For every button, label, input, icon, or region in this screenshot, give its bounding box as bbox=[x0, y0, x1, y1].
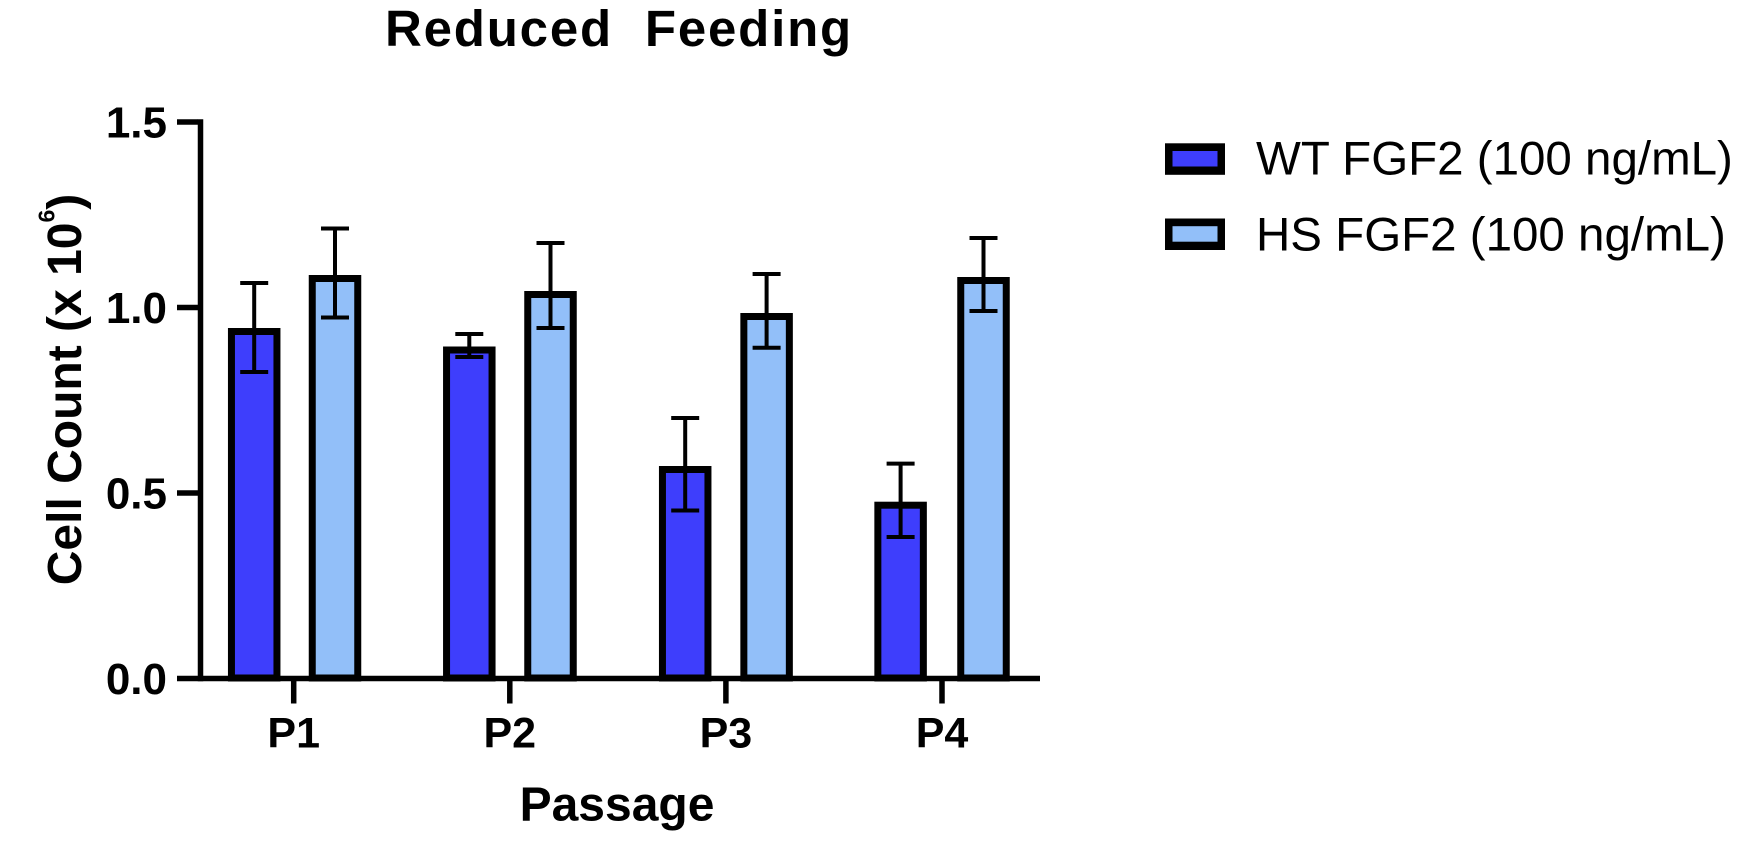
svg-text:P3: P3 bbox=[700, 710, 753, 758]
svg-text:1.5: 1.5 bbox=[106, 99, 167, 148]
svg-text:Passage: Passage bbox=[520, 779, 715, 832]
svg-text:HS FGF2 (100 ng/mL): HS FGF2 (100 ng/mL) bbox=[1256, 209, 1726, 262]
svg-text:WT FGF2 (100 ng/mL): WT FGF2 (100 ng/mL) bbox=[1256, 133, 1733, 186]
svg-text:Reduced Feeding: Reduced Feeding bbox=[385, 0, 853, 57]
svg-text:P2: P2 bbox=[483, 710, 536, 758]
svg-text:0.0: 0.0 bbox=[106, 655, 167, 704]
svg-text:0.5: 0.5 bbox=[106, 470, 167, 519]
svg-text:1.0: 1.0 bbox=[106, 284, 167, 333]
svg-text:Cell Count (x 106): Cell Count (x 106) bbox=[34, 194, 93, 586]
svg-text:P4: P4 bbox=[916, 710, 969, 758]
svg-text:P1: P1 bbox=[267, 710, 320, 758]
